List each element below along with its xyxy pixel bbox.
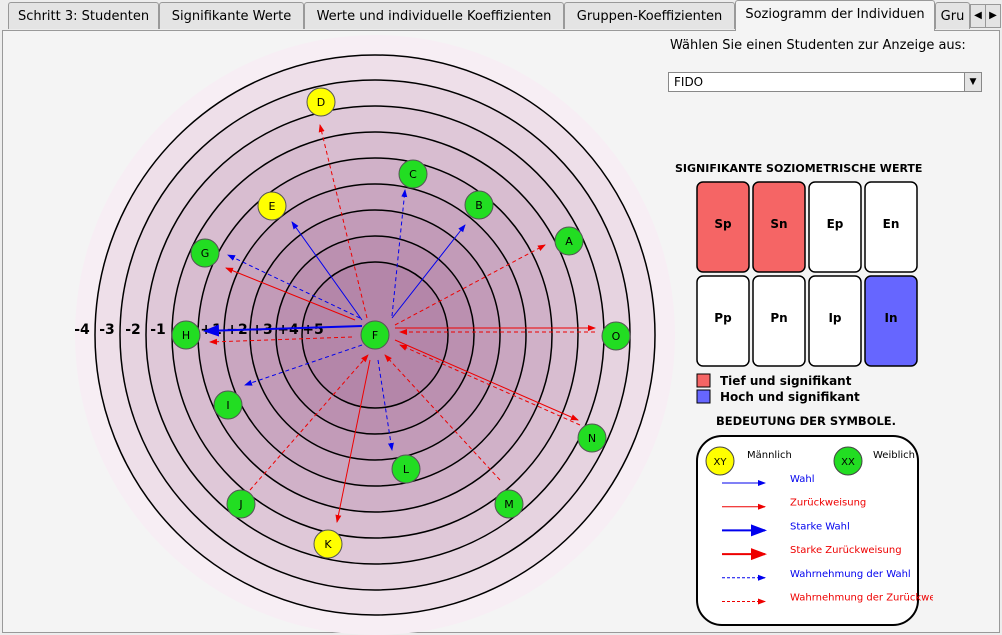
symbol-label: Starke Wahl <box>790 521 850 532</box>
relation-arrow <box>391 224 466 319</box>
relation-arrow <box>291 221 363 321</box>
value-cell <box>808 275 862 367</box>
student-node <box>360 320 390 350</box>
legend-swatch <box>696 373 711 388</box>
symbol-label: Zurückweisung <box>790 498 866 509</box>
value-cell-label: Ip <box>828 311 841 325</box>
student-label: M <box>504 498 514 511</box>
ring-label: -1 <box>150 322 166 338</box>
student-label: D <box>317 96 325 109</box>
ring-label: +4 <box>277 322 299 338</box>
student-label: C <box>409 168 417 181</box>
student-label: A <box>565 235 573 248</box>
tab[interactable]: Signifikante Werte <box>159 2 304 29</box>
relation-arrow <box>249 354 369 491</box>
student-node <box>398 159 428 189</box>
student-node <box>226 489 256 519</box>
ring-label: -3 <box>99 322 115 338</box>
tab[interactable]: Gru <box>935 2 970 29</box>
relation-arrow <box>227 254 361 319</box>
relation-arrow <box>209 336 353 345</box>
student-node <box>213 390 243 420</box>
value-cell <box>752 275 806 367</box>
relation-arrow <box>384 354 501 481</box>
relation-arrow <box>377 359 394 451</box>
student-label: B <box>475 199 483 212</box>
student-label: J <box>238 498 242 511</box>
legend-swatch <box>696 389 711 404</box>
value-cell <box>864 275 918 367</box>
significant-title: SIGNIFIKANTE SOZIOMETRISCHE WERTE <box>675 162 922 175</box>
tab[interactable]: Gruppen-Koeffizienten <box>564 2 735 29</box>
relation-arrow <box>203 324 363 337</box>
student-node <box>313 529 343 559</box>
ring-label: -4 <box>74 322 90 338</box>
value-cell <box>752 181 806 273</box>
ring-label: +5 <box>302 322 323 338</box>
legend-label: Hoch und signifikant <box>720 390 860 404</box>
value-cell-label: Sp <box>714 217 732 231</box>
tab-scroll-right[interactable]: ▶ <box>985 4 1001 28</box>
value-cell-label: In <box>884 311 897 325</box>
student-node <box>257 191 287 221</box>
student-label: H <box>182 329 190 342</box>
symbol-label: Wahrnehmung der Wahl <box>790 569 911 580</box>
value-cell <box>696 275 750 367</box>
value-cell-label: Sn <box>770 217 787 231</box>
student-select[interactable]: FIDO ▼ <box>668 72 982 92</box>
relation-arrow <box>394 339 579 421</box>
relation-arrow <box>225 267 356 321</box>
legend-label: Tief und signifikant <box>720 374 852 388</box>
female-symbol <box>833 446 863 476</box>
symbols-title: BEDEUTUNG DER SYMBOLE. <box>716 414 896 428</box>
student-label: L <box>403 463 410 476</box>
value-cell-label: En <box>883 217 900 231</box>
student-label: N <box>588 432 596 445</box>
relation-arrow <box>318 124 368 319</box>
student-node <box>306 87 336 117</box>
student-node <box>554 226 584 256</box>
value-cell <box>808 181 862 273</box>
tab[interactable]: Schritt 3: Studenten <box>8 2 159 29</box>
student-node <box>171 320 201 350</box>
male-symbol <box>705 446 735 476</box>
relation-arrow <box>391 189 408 317</box>
student-label: O <box>612 330 621 343</box>
symbol-label: Wahrnehmung der Zurückweisung <box>790 593 962 604</box>
value-cell-label: Pp <box>714 311 732 325</box>
relation-arrow <box>399 344 581 426</box>
student-node <box>464 190 494 220</box>
male-code: XY <box>714 457 728 468</box>
student-label: F <box>372 329 378 342</box>
student-label: G <box>201 247 210 260</box>
value-cell-label: Pn <box>770 311 787 325</box>
tab-scroll-left[interactable]: ◀ <box>970 4 986 28</box>
student-label: E <box>269 200 276 213</box>
ring-label: -2 <box>125 322 141 338</box>
student-label: K <box>324 538 332 551</box>
student-node <box>601 321 631 351</box>
student-node <box>494 489 524 519</box>
value-cell-label: Ep <box>827 217 844 231</box>
value-cell <box>696 181 750 273</box>
student-node <box>190 238 220 268</box>
student-node <box>577 423 607 453</box>
selected-student: FIDO <box>674 75 704 89</box>
relation-arrow <box>335 359 371 523</box>
female-code: XX <box>841 457 855 468</box>
student-node <box>391 454 421 484</box>
symbol-label: Starke Zurückweisung <box>790 545 902 556</box>
male-label: Männlich <box>747 450 792 461</box>
dropdown-button[interactable]: ▼ <box>964 73 981 91</box>
tab[interactable]: Werte und individuelle Koeffizienten <box>304 2 564 29</box>
value-cell <box>864 181 918 273</box>
student-label: I <box>226 399 229 412</box>
relation-arrow <box>394 244 546 326</box>
symbol-label: Wahl <box>790 474 815 485</box>
female-label: Weiblich <box>873 450 915 461</box>
prompt: Wählen Sie einen Studenten zur Anzeige a… <box>670 38 966 53</box>
tab[interactable]: Soziogramm der Individuen <box>735 0 935 31</box>
